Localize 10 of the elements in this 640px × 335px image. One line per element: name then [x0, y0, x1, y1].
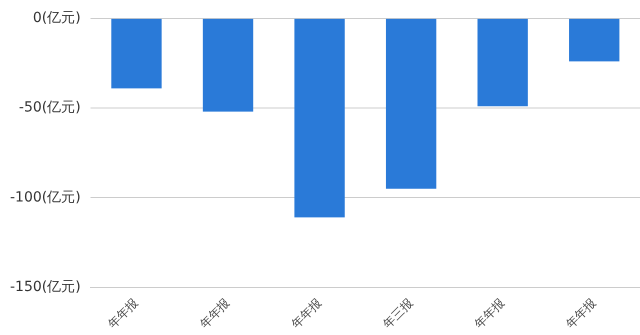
x-tick-label: 年年报 [197, 296, 232, 332]
x-tick-label: 年年报 [472, 296, 508, 332]
y-tick-label: -150(亿元) [10, 279, 81, 295]
y-tick-label: -100(亿元) [10, 189, 81, 206]
y-tick-label: -50(亿元) [18, 100, 81, 116]
x-tick-label: 年年报 [563, 296, 599, 332]
x-tick-label: 年年报 [105, 296, 141, 332]
y-tick-label: 0(亿元) [32, 10, 81, 26]
x-tick-label: 年三报 [380, 296, 416, 332]
x-tick-label: 年年报 [288, 296, 324, 332]
